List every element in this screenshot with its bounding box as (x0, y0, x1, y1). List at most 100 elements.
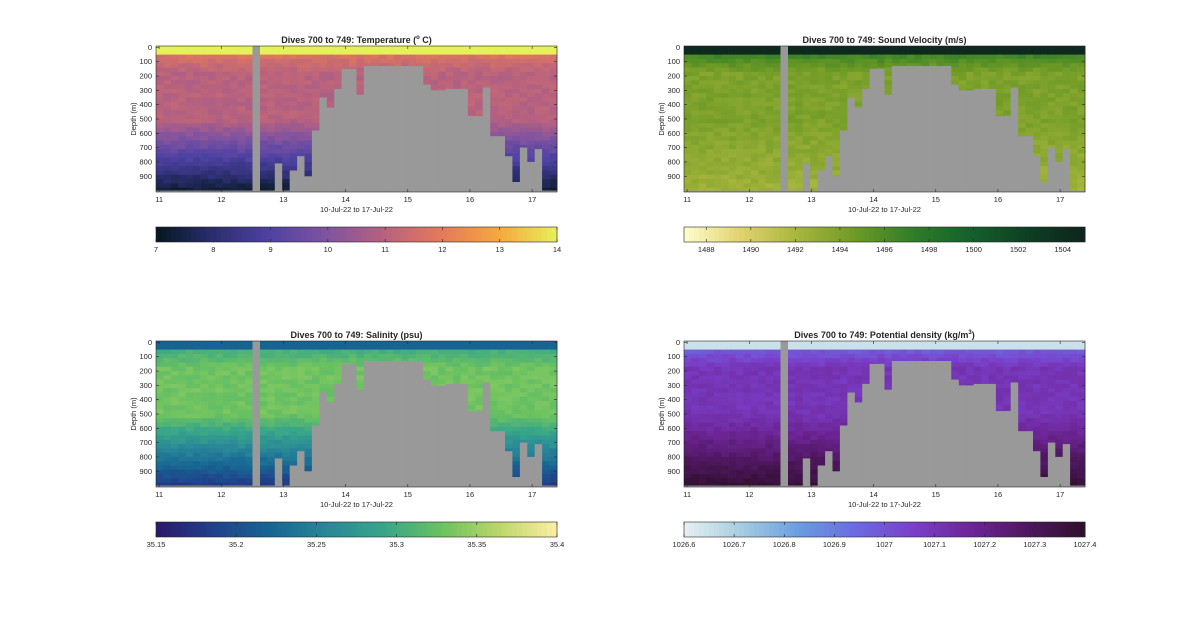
heatmap-cell (534, 383, 543, 389)
heatmap-cell (995, 101, 1004, 107)
heatmap-cell (825, 76, 833, 81)
heatmap-cell (825, 84, 833, 90)
heatmap-cell (549, 353, 558, 359)
heatmap-cell (215, 110, 224, 116)
heatmap-cell (1003, 366, 1012, 372)
heatmap-cell (297, 418, 305, 423)
heatmap-cell (706, 358, 715, 363)
heatmap-cell (832, 50, 841, 55)
heatmap-cell (245, 478, 253, 484)
heatmap-cell (349, 63, 357, 68)
heatmap-cell (1033, 97, 1041, 103)
heatmap-cell (810, 482, 818, 486)
heatmap-cell (728, 431, 737, 436)
heatmap-cell (795, 153, 804, 159)
heatmap-cell (304, 435, 313, 441)
heatmap-cell (698, 341, 707, 346)
heatmap-cell (415, 50, 424, 55)
heatmap-cell (966, 88, 974, 91)
heatmap-cell (728, 383, 737, 389)
heatmap-cell (684, 431, 692, 436)
heatmap-cell (728, 50, 737, 55)
heatmap-cell (393, 46, 402, 51)
heatmap-cell (773, 456, 781, 462)
heatmap-cell (951, 349, 960, 355)
heatmap-cell (1033, 67, 1041, 73)
heatmap-cell (245, 474, 253, 479)
heatmap-cell (706, 97, 715, 103)
heatmap-cell (222, 136, 231, 141)
heatmap-cell (736, 97, 744, 103)
heatmap-cell (773, 431, 781, 436)
heatmap-cell (156, 482, 164, 486)
heatmap-cell (684, 469, 692, 475)
heatmap-cell (743, 474, 752, 479)
colorbar-segment (321, 522, 327, 537)
heatmap-cell (230, 153, 239, 159)
heatmap-cell (743, 76, 752, 81)
heatmap-cell (1033, 46, 1041, 51)
heatmap-cell (245, 131, 253, 137)
heatmap-cell (490, 63, 498, 68)
heatmap-cell (549, 375, 558, 381)
heatmap-cell (208, 362, 216, 368)
heatmap-cell (839, 392, 848, 398)
heatmap-cell (825, 114, 833, 120)
heatmap-cell (810, 97, 818, 103)
heatmap-cell (1033, 110, 1041, 116)
heatmap-cell (862, 76, 870, 81)
heatmap-cell (706, 388, 715, 393)
heatmap-cell (200, 431, 209, 436)
heatmap-cell (282, 444, 290, 449)
heatmap-cell (356, 362, 365, 368)
heatmap-cell (505, 127, 513, 133)
colorbar-tick-label: 35.2 (229, 540, 244, 549)
heatmap-cell (482, 371, 491, 376)
heatmap-cell (884, 71, 893, 77)
heatmap-cell (170, 469, 179, 475)
heatmap-cell (527, 106, 536, 111)
heatmap-cell (773, 461, 781, 466)
no-data-region (527, 161, 536, 192)
heatmap-cell (215, 88, 224, 94)
heatmap-cell (193, 422, 201, 428)
heatmap-cell (475, 63, 484, 68)
heatmap-cell (1070, 140, 1078, 146)
heatmap-cell (736, 179, 744, 184)
heatmap-cell (743, 157, 752, 163)
heatmap-cell (1018, 114, 1026, 120)
heatmap-cell (728, 88, 737, 94)
heatmap-cell (260, 414, 268, 419)
heatmap-cell (1070, 157, 1078, 163)
heatmap-cell (163, 422, 172, 428)
no-data-region (215, 485, 224, 487)
heatmap-cell (713, 414, 722, 419)
heatmap-cell (995, 371, 1004, 376)
heatmap-cell (549, 478, 558, 484)
heatmap-cell (193, 469, 201, 475)
heatmap-cell (743, 101, 752, 107)
heatmap-cell (230, 409, 239, 415)
heatmap-cell (728, 474, 737, 479)
heatmap-cell (832, 144, 841, 150)
heatmap-cell (721, 478, 729, 484)
heatmap-cell (542, 448, 550, 454)
heatmap-cell (282, 119, 290, 124)
heatmap-cell (721, 379, 729, 385)
heatmap-cell (393, 358, 402, 362)
heatmap-cell (549, 379, 558, 385)
heatmap-cell (802, 88, 811, 94)
heatmap-cell (788, 461, 796, 466)
heatmap-cell (825, 136, 833, 141)
heatmap-cell (817, 123, 826, 128)
heatmap-cell (721, 88, 729, 94)
heatmap-cell (512, 362, 521, 368)
y-tick-label: 200 (667, 72, 680, 81)
heatmap-cell (1018, 362, 1026, 368)
heatmap-cell (988, 371, 997, 376)
heatmap-cell (966, 46, 974, 51)
heatmap-cell (825, 375, 833, 381)
heatmap-cell (282, 383, 290, 389)
heatmap-cell (951, 63, 960, 68)
heatmap-cell (691, 435, 700, 441)
